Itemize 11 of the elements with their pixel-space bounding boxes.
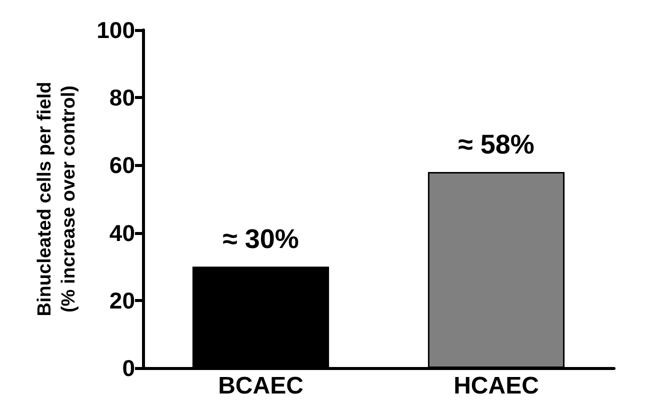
data-label: ≈ 58%: [458, 129, 534, 160]
y-axis-title: Binucleated cells per field (% increase over control): [34, 82, 80, 316]
x-tick-label: HCAEC: [454, 372, 539, 400]
y-tick-label: 100: [96, 17, 135, 43]
y-tick-label: 20: [109, 287, 135, 314]
y-tick-label: 40: [109, 220, 135, 246]
x-tick-label: BCAEC: [218, 372, 304, 400]
y-tick-label: 60: [109, 152, 135, 178]
y-tick-label: 0: [122, 355, 135, 381]
data-label: ≈ 30%: [222, 224, 299, 254]
y-tick-label: 80: [109, 84, 135, 111]
